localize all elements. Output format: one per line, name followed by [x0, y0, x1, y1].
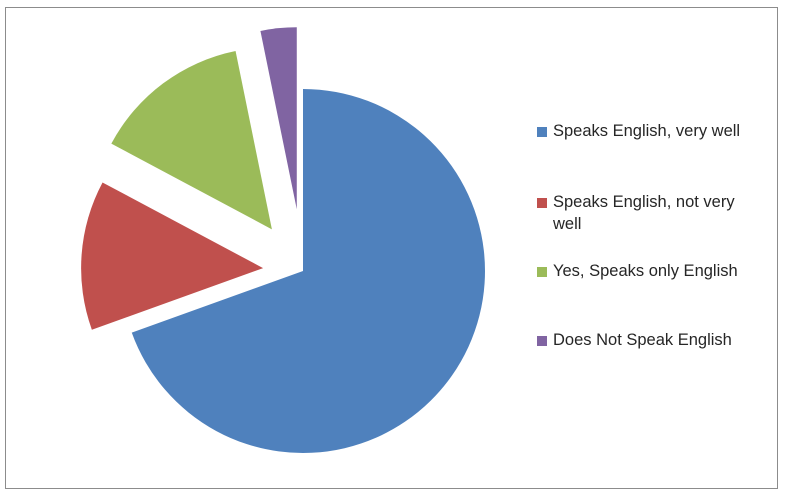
slice-speaks-not-very-well	[81, 182, 264, 330]
legend-item-speaks-only-english: Yes, Speaks only English	[537, 260, 773, 282]
legend-swatch-2	[537, 267, 547, 277]
legend-label-1: Speaks English, not very well	[553, 193, 735, 233]
slice-speaks-only-english	[111, 50, 272, 230]
pie-slices	[81, 27, 486, 453]
slice-does-not-speak	[260, 27, 297, 210]
legend-swatch-3	[537, 336, 547, 346]
legend-item-does-not-speak: Does Not Speak English	[537, 329, 773, 351]
legend-label-3: Does Not Speak English	[553, 331, 732, 349]
legend-swatch-1	[537, 198, 547, 208]
legend-item-speaks-not-very-well: Speaks English, not very well	[537, 191, 753, 235]
legend-label-0: Speaks English, very well	[553, 122, 741, 140]
legend-swatch-0	[537, 127, 547, 137]
slice-speaks-very-well	[131, 89, 486, 453]
legend-item-speaks-very-well: Speaks English, very well	[537, 120, 773, 142]
legend-label-2: Yes, Speaks only English	[553, 262, 738, 280]
